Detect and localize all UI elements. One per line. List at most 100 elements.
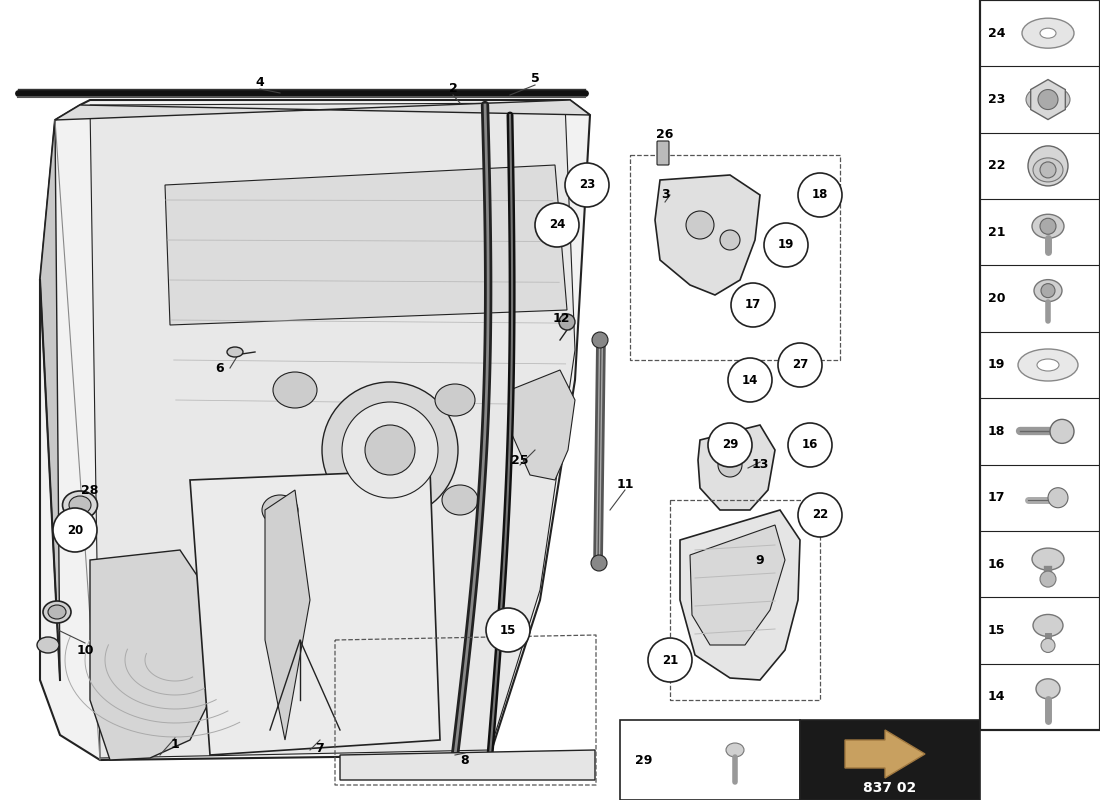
Text: 1: 1 (170, 738, 179, 751)
Ellipse shape (1033, 158, 1063, 182)
Polygon shape (55, 100, 590, 120)
Text: 14: 14 (988, 690, 1005, 703)
Text: 20: 20 (988, 292, 1005, 305)
Ellipse shape (69, 496, 91, 514)
Text: 15: 15 (988, 624, 1005, 637)
Circle shape (764, 223, 808, 267)
Circle shape (718, 453, 743, 477)
Ellipse shape (434, 384, 475, 416)
Text: 23: 23 (988, 93, 1005, 106)
Ellipse shape (37, 637, 59, 653)
Polygon shape (40, 100, 590, 760)
Circle shape (322, 382, 458, 518)
Polygon shape (40, 120, 60, 680)
Ellipse shape (1037, 359, 1059, 371)
Text: 16: 16 (988, 558, 1005, 570)
Text: 17: 17 (745, 298, 761, 311)
Text: 29: 29 (722, 438, 738, 451)
Polygon shape (690, 525, 785, 645)
Text: 27: 27 (792, 358, 808, 371)
Ellipse shape (48, 605, 66, 619)
Text: 16: 16 (802, 438, 818, 451)
Text: 20: 20 (67, 523, 84, 537)
Circle shape (591, 555, 607, 571)
FancyBboxPatch shape (657, 141, 669, 165)
Ellipse shape (1032, 548, 1064, 570)
Circle shape (1041, 638, 1055, 653)
Circle shape (1041, 284, 1055, 298)
Text: 5: 5 (530, 71, 539, 85)
Polygon shape (265, 490, 310, 740)
Text: 2: 2 (449, 82, 458, 94)
Circle shape (592, 332, 608, 348)
Circle shape (365, 425, 415, 475)
Ellipse shape (1018, 349, 1078, 381)
Circle shape (53, 508, 97, 552)
Text: 19: 19 (778, 238, 794, 251)
Ellipse shape (726, 743, 744, 757)
Circle shape (486, 608, 530, 652)
Circle shape (686, 211, 714, 239)
Circle shape (1040, 571, 1056, 587)
Text: 24: 24 (549, 218, 565, 231)
Circle shape (535, 203, 579, 247)
Text: 14: 14 (741, 374, 758, 386)
Text: 18: 18 (988, 425, 1005, 438)
Text: 18: 18 (812, 189, 828, 202)
Circle shape (1038, 90, 1058, 110)
Text: 28: 28 (81, 483, 99, 497)
Polygon shape (90, 550, 220, 760)
Ellipse shape (273, 372, 317, 408)
Circle shape (778, 343, 822, 387)
Ellipse shape (227, 347, 243, 357)
Circle shape (565, 163, 609, 207)
Ellipse shape (1034, 280, 1062, 302)
Polygon shape (1031, 79, 1065, 119)
Ellipse shape (63, 491, 98, 519)
Text: 13: 13 (751, 458, 769, 471)
Circle shape (720, 230, 740, 250)
Text: 21: 21 (662, 654, 678, 666)
Polygon shape (845, 730, 925, 778)
Ellipse shape (442, 485, 478, 515)
Polygon shape (340, 750, 595, 780)
Ellipse shape (262, 495, 298, 525)
Text: 15: 15 (499, 623, 516, 637)
Circle shape (559, 314, 575, 330)
Circle shape (1040, 162, 1056, 178)
Polygon shape (680, 510, 800, 680)
Text: 24: 24 (988, 26, 1005, 40)
Text: 6: 6 (216, 362, 224, 374)
Polygon shape (654, 175, 760, 295)
Circle shape (728, 358, 772, 402)
Ellipse shape (1033, 614, 1063, 637)
Text: 8: 8 (461, 754, 470, 766)
Polygon shape (90, 103, 575, 758)
Text: 11: 11 (616, 478, 634, 491)
Circle shape (342, 402, 438, 498)
Ellipse shape (1032, 214, 1064, 238)
Text: 9: 9 (756, 554, 764, 566)
Ellipse shape (43, 601, 72, 623)
Circle shape (1048, 488, 1068, 508)
Ellipse shape (1040, 28, 1056, 38)
Text: 12: 12 (552, 311, 570, 325)
Bar (980, 0, 1100, 730)
Text: 19: 19 (988, 358, 1005, 371)
Text: 17: 17 (988, 491, 1005, 504)
Circle shape (788, 423, 832, 467)
Text: 29: 29 (635, 754, 652, 766)
Polygon shape (698, 425, 776, 510)
Bar (800, 720, 980, 800)
Text: 22: 22 (988, 159, 1005, 173)
Text: 26: 26 (657, 129, 673, 142)
Text: 10: 10 (76, 643, 94, 657)
Ellipse shape (1026, 86, 1070, 114)
Polygon shape (510, 370, 575, 480)
Text: 3: 3 (661, 189, 669, 202)
Polygon shape (190, 470, 440, 755)
Text: 21: 21 (988, 226, 1005, 238)
Text: 25: 25 (512, 454, 529, 466)
Circle shape (798, 493, 842, 537)
Circle shape (648, 638, 692, 682)
